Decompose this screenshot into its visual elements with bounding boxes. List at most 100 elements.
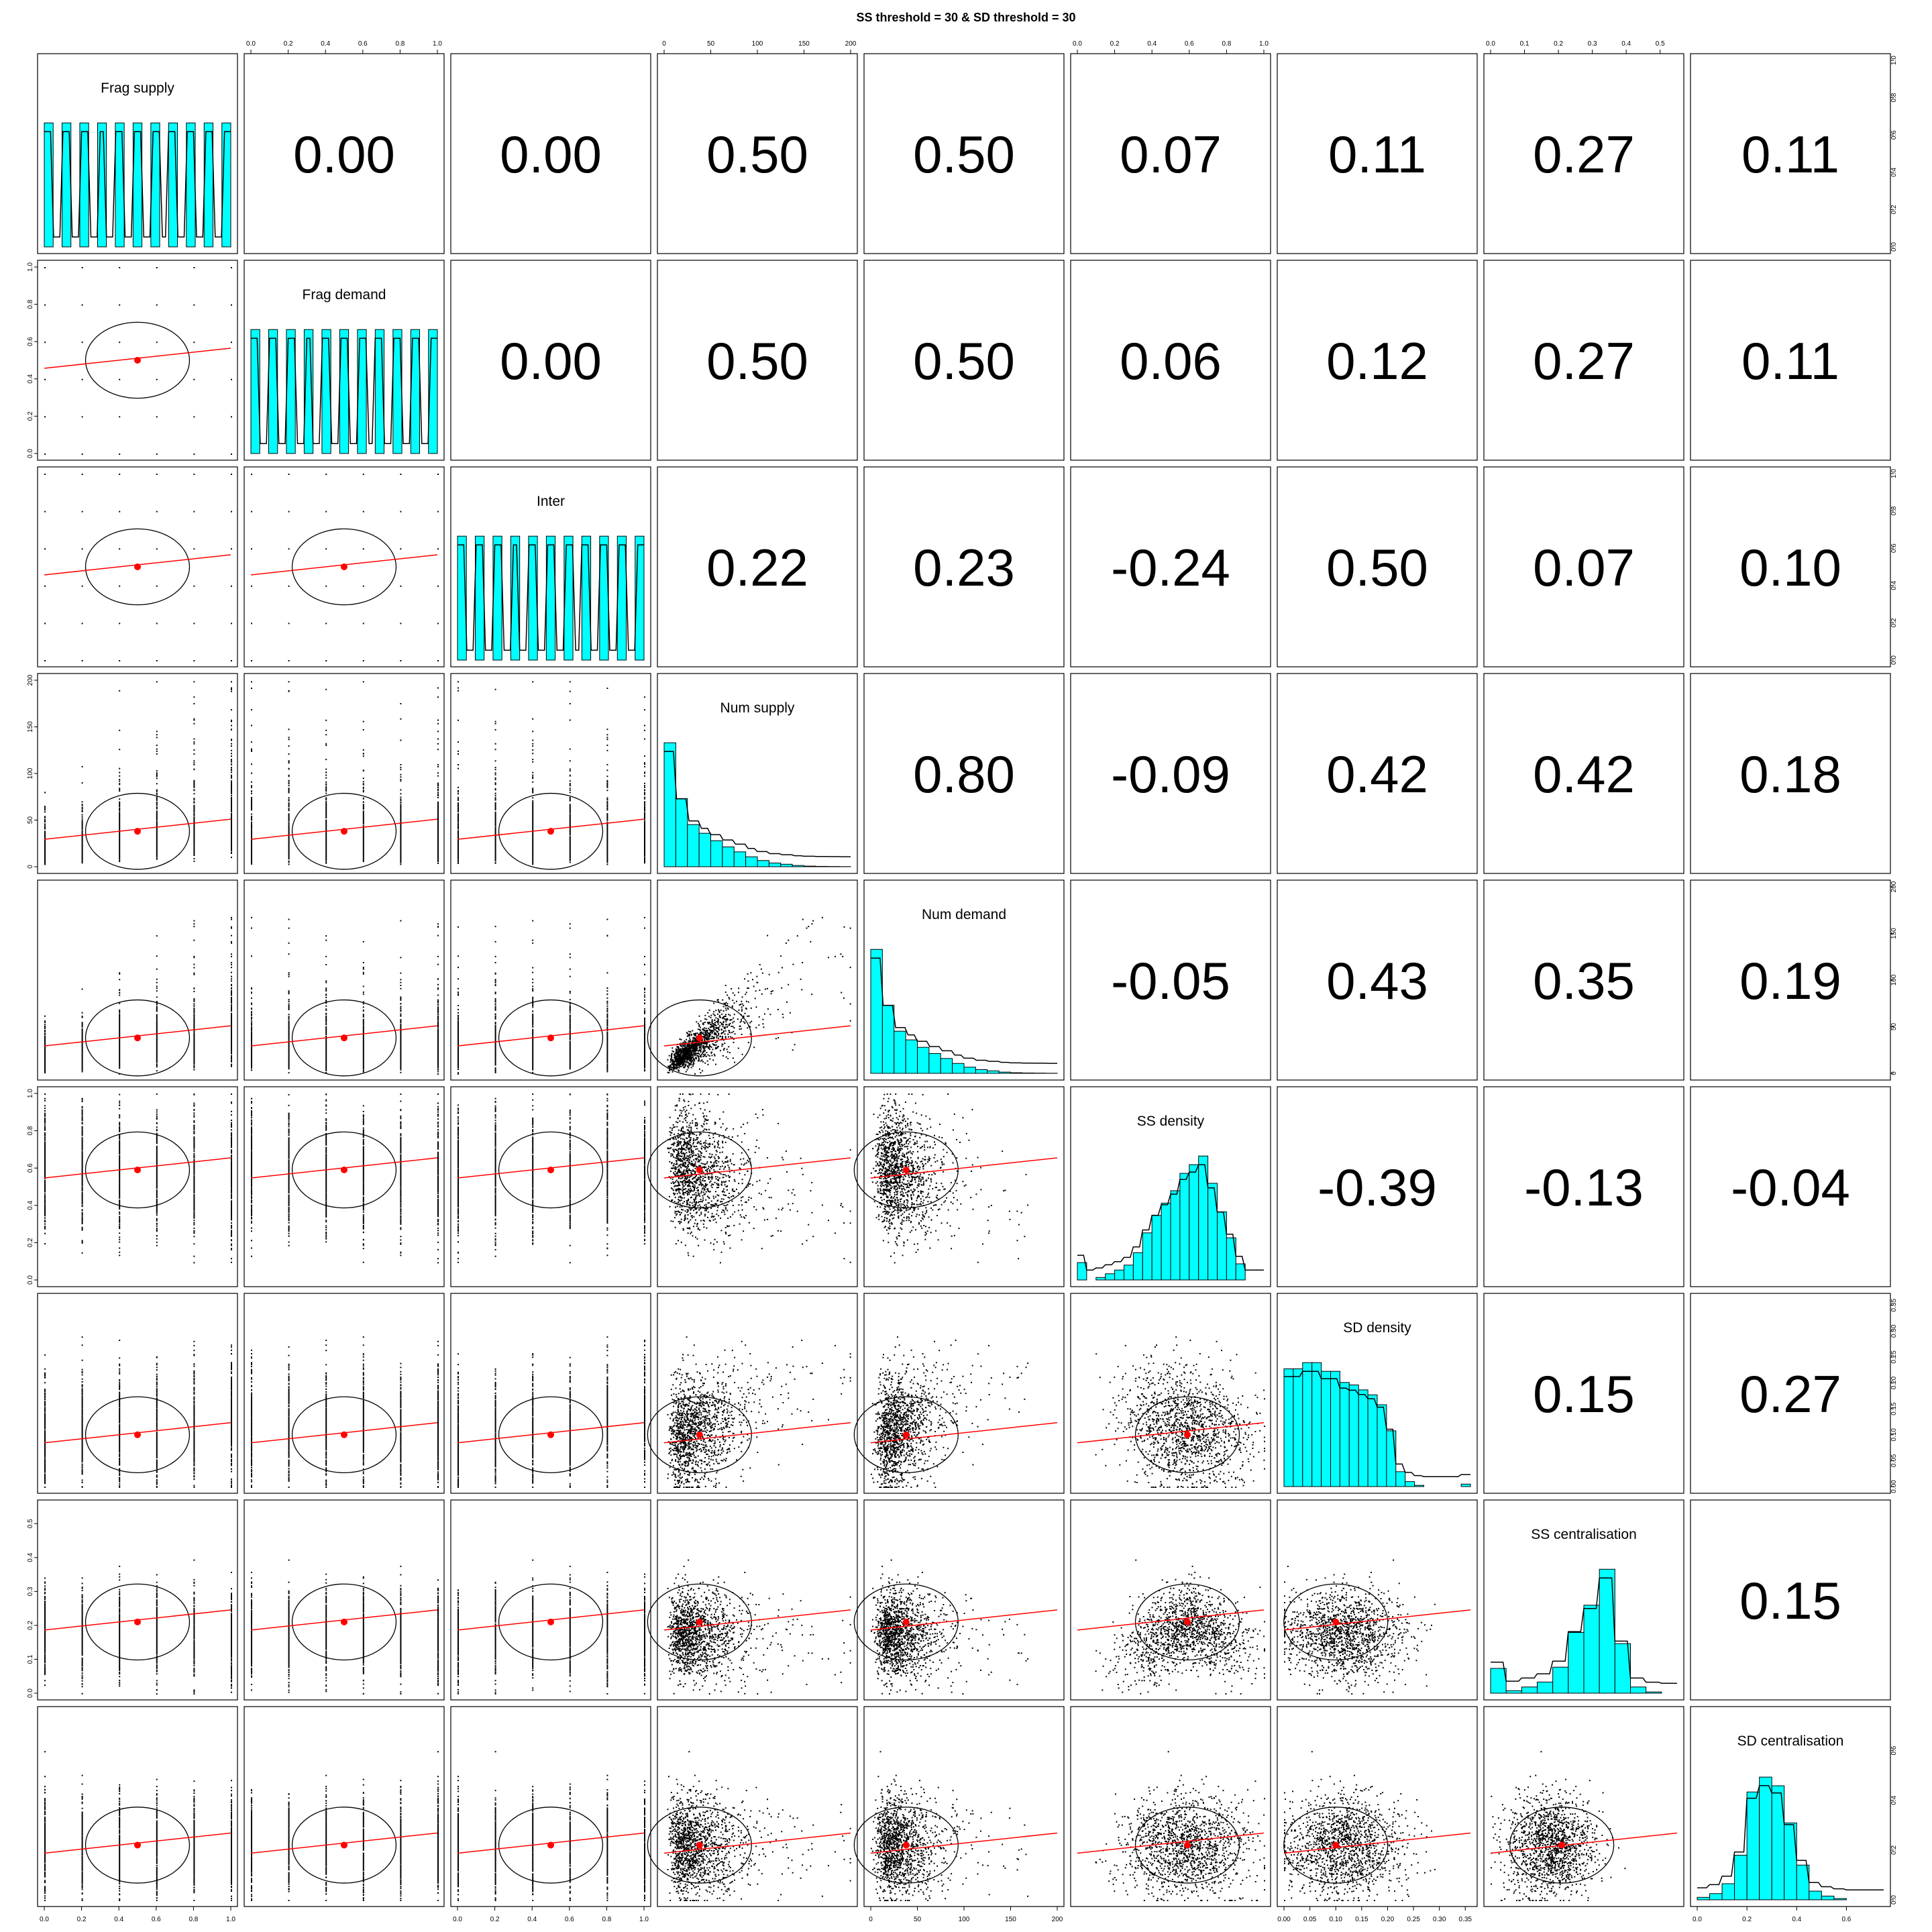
density-curve [1491,1577,1677,1684]
histogram-bar [1759,1776,1772,1900]
histogram-bar [1490,1668,1507,1694]
axis-tick-label: 0.2 [27,1238,34,1247]
histogram-bar [1646,1691,1662,1694]
axis-tick-label: 50 [707,40,715,48]
scatter-point-cloud [667,916,851,1075]
panel-frag-supply-vs-frag-supply: Frag supply [37,53,238,254]
smooth-line [663,1832,851,1854]
mean-point [1332,1841,1340,1849]
panel-frame [1483,53,1684,254]
axis-tick-label: 0.6 [358,40,368,48]
correlation-value: -0.13 [1524,1158,1644,1217]
density-curve [1077,1164,1264,1271]
correlation-value: 0.27 [1739,1364,1841,1424]
panel-ss-centralisation-vs-num-demand [853,1499,1065,1701]
scatter-points [1095,1559,1265,1695]
panel-frame [1690,1293,1891,1494]
axis-tick-label: 0.6 [565,1916,574,1923]
axis-tick-label: 0.30 [1890,1324,1898,1338]
axis-tick-label: 0.6 [1841,1916,1851,1923]
histogram-bar [1833,1898,1847,1900]
correlation-ellipse [85,1583,191,1661]
axis-tick-label: 150 [27,721,34,733]
axis-tick-label: 0.15 [1355,1916,1368,1923]
axis-tick-label: 0.0 [453,1916,462,1923]
axis-tick-label: 0.0 [1073,40,1082,48]
correlation-ellipse [1134,1583,1240,1661]
mean-point [341,1034,347,1042]
scatter-points [251,1559,439,1695]
axis-tick-label: 0.6 [27,1163,34,1173]
mean-point [1184,1618,1191,1625]
correlation-value: 0.35 [1533,951,1635,1010]
density-curve [1697,1784,1884,1890]
panel-frame [37,879,238,1081]
correlation-ellipse [291,1396,397,1474]
axis-tick-label: 0.10 [1329,1916,1342,1923]
axis-tick-label: 0.6 [1890,543,1898,553]
axis-tick-label: 0.15 [1890,1402,1898,1415]
panel-frame [1483,673,1684,874]
panel-num-demand-vs-num-supply [647,879,858,1081]
histogram-bar [1339,1382,1350,1487]
axis-tick-label: 100 [752,40,763,48]
scatter-points [458,1093,645,1264]
panel-ss-density-vs-num-supply [647,1086,858,1287]
histogram-bar [963,1067,976,1074]
smooth-line [870,1422,1058,1444]
axis-tick-label: 100 [27,767,34,779]
panel-frag-demand-vs-sd-density: 0.12 [1277,260,1478,461]
panel-sd-density-vs-sd-density: SD density [1277,1293,1478,1494]
variable-label: SS density [1137,1114,1205,1129]
mean-point [341,1166,347,1173]
axis-tick-label: 0.0 [1693,1916,1702,1923]
axis-tick-label: 0.6 [1890,130,1898,140]
histogram-bar [1330,1371,1340,1487]
correlation-ellipse [85,321,191,399]
axis-tick-label: 0.4 [1890,167,1898,176]
correlation-value: 0.50 [913,125,1015,184]
histogram-bar [815,865,828,867]
axis-tick-label: 0.3 [27,1587,34,1596]
panel-sd-density-vs-sd-centralisation: 0.27 [1690,1293,1891,1494]
panel-num-supply-vs-frag-demand [244,673,445,874]
panel-frag-demand-vs-ss-density: 0.06 [1070,260,1271,461]
panel-frag-demand-vs-inter: 0.00 [450,260,651,461]
mean-point [696,1431,703,1438]
histogram-bar [1179,1173,1190,1281]
panel-frame [244,1706,445,1907]
histogram-bar [1614,1643,1631,1694]
smooth-line [1283,1832,1471,1854]
axis-tick-label: 0.4 [1147,40,1157,48]
histogram-bar [357,329,367,454]
mean-point [547,1431,554,1438]
correlation-value: 0.15 [1533,1364,1635,1424]
mean-point [547,1034,554,1042]
smooth-line [870,1832,1058,1854]
panel-frame [244,1499,445,1701]
histogram-bar [1170,1190,1181,1281]
density-curve [871,957,1057,1064]
panel-ss-centralisation-vs-num-supply [647,1499,858,1701]
scatter-points [1095,1751,1265,1901]
axis-tick-label: 100 [959,1916,970,1923]
panel-ss-centralisation-vs-sd-centralisation: 0.15 [1690,1499,1891,1701]
axis-tick-label: 0.8 [1890,93,1898,102]
panel-sd-centralisation-vs-inter [450,1706,651,1907]
scatter-point-cloud [251,1559,439,1695]
axis-tick-label: 1.0 [226,1916,235,1923]
histogram-bar [792,865,804,867]
axis-tick-label: 0.6 [27,337,34,346]
smooth-line [663,1025,851,1046]
histogram-bar [975,1069,988,1074]
panel-frame [1070,260,1271,461]
mean-point [134,1166,141,1173]
scatter-point-cloud [1095,1559,1265,1695]
axis-tick-label: 0.2 [1890,205,1898,214]
axis-tick-label: 0.0 [40,1916,49,1923]
axis-tick-label: 0.4 [1792,1916,1801,1923]
mean-point [1332,1618,1340,1625]
correlation-value: 0.50 [706,125,808,184]
histogram-bar [1105,1273,1116,1281]
axis-tick-label: 0.2 [1110,40,1120,48]
